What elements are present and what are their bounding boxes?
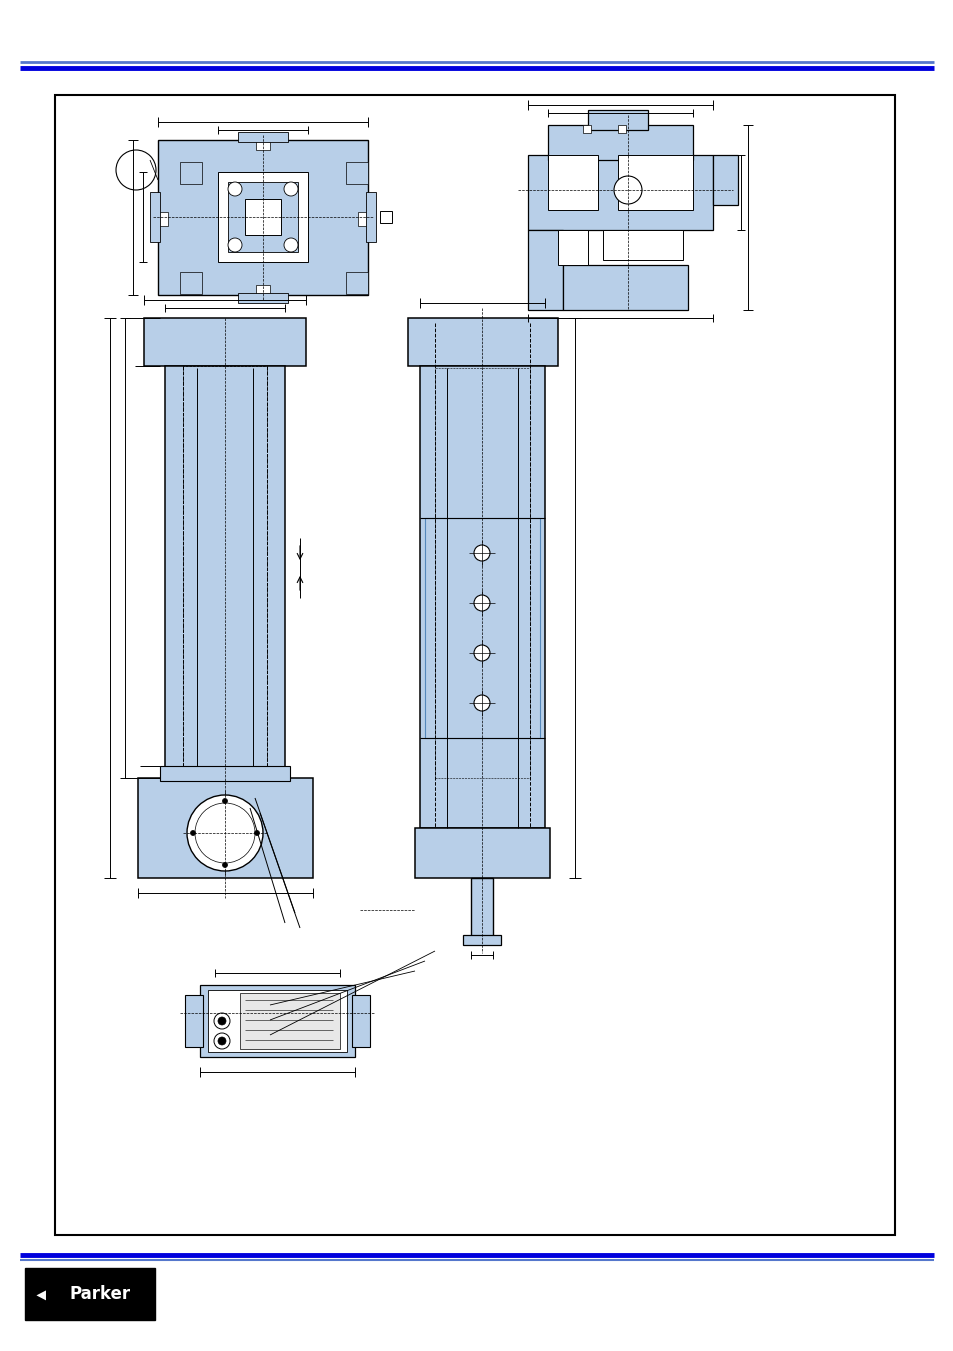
Bar (435, 367, 530, 778)
Circle shape (614, 176, 641, 204)
Bar (527, 230, 562, 309)
Bar (547, 155, 598, 209)
Bar (200, 985, 355, 1056)
Circle shape (222, 798, 227, 804)
Bar (462, 935, 500, 944)
Bar (471, 878, 493, 943)
Bar (138, 778, 313, 878)
Circle shape (222, 862, 227, 867)
Bar (346, 162, 368, 184)
Bar (180, 272, 202, 295)
Bar (208, 990, 347, 1052)
Bar (165, 366, 285, 798)
Circle shape (474, 544, 490, 561)
Circle shape (191, 831, 195, 835)
Bar (237, 132, 288, 142)
Bar (618, 155, 692, 209)
Circle shape (218, 1038, 226, 1046)
Circle shape (284, 182, 297, 196)
Circle shape (218, 1017, 226, 1025)
Bar (237, 293, 288, 303)
Bar (424, 517, 539, 738)
Circle shape (228, 182, 242, 196)
Bar (712, 155, 738, 205)
Bar (160, 766, 290, 781)
Circle shape (254, 831, 259, 835)
Circle shape (213, 1013, 230, 1029)
Bar (379, 211, 392, 223)
Bar (408, 317, 558, 366)
Bar (547, 126, 692, 159)
Bar (357, 212, 368, 226)
Circle shape (474, 644, 490, 661)
Bar (183, 366, 267, 766)
Bar (158, 212, 168, 226)
Bar (180, 162, 202, 184)
Circle shape (284, 238, 297, 253)
Bar (255, 285, 270, 295)
Text: Parker: Parker (70, 1285, 131, 1302)
Bar (240, 993, 339, 1048)
Bar (558, 230, 587, 265)
Circle shape (474, 594, 490, 611)
Bar (415, 828, 550, 878)
Bar (25, 1269, 154, 1320)
Circle shape (213, 1034, 230, 1048)
Bar (245, 199, 281, 235)
Bar (228, 182, 297, 253)
Bar (587, 109, 647, 130)
Bar (218, 172, 308, 262)
Bar (150, 192, 160, 242)
Bar (144, 317, 306, 366)
Bar (602, 230, 682, 259)
Circle shape (474, 694, 490, 711)
Bar (366, 192, 375, 242)
Bar (158, 141, 368, 295)
Bar (419, 366, 544, 828)
Bar (185, 994, 203, 1047)
Bar (527, 155, 712, 230)
Bar (618, 126, 625, 132)
Text: ▶: ▶ (36, 1288, 46, 1301)
Bar (562, 265, 687, 309)
Bar (346, 272, 368, 295)
Bar (352, 994, 370, 1047)
Bar (582, 126, 590, 132)
Circle shape (187, 794, 263, 871)
Bar (255, 141, 270, 150)
Circle shape (228, 238, 242, 253)
Bar (55, 95, 894, 1235)
